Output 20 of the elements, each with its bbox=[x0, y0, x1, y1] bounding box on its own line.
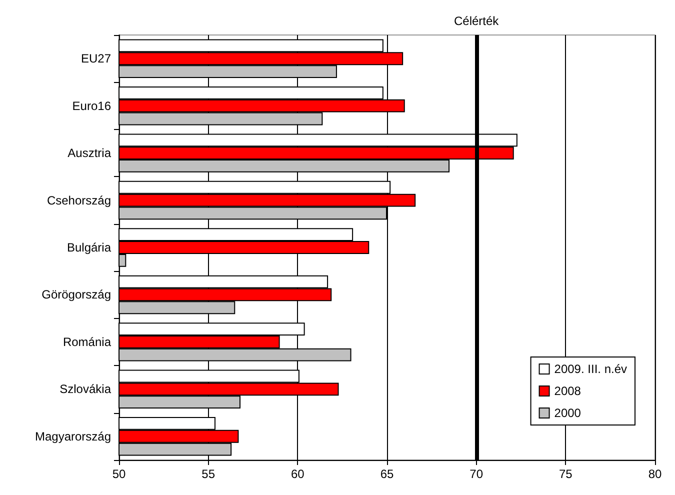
y-tick-label: Szlovákia bbox=[60, 382, 112, 396]
y-tick-label: Bulgária bbox=[66, 240, 112, 254]
x-tick-label: 75 bbox=[558, 467, 573, 481]
y-tick-label: Ausztria bbox=[68, 146, 112, 160]
legend-label: 2009. III. n.év bbox=[554, 362, 628, 376]
y-tick-label: Magyarország bbox=[34, 429, 111, 444]
x-tick-label: 55 bbox=[202, 467, 216, 481]
y-tick-label: Románia bbox=[62, 334, 112, 349]
x-tick-label: 80 bbox=[648, 467, 662, 481]
y-tick-label: Euro16 bbox=[72, 98, 112, 113]
y-tick-label: EU27 bbox=[80, 52, 112, 66]
y-tick-label: Görögország bbox=[42, 288, 111, 302]
legend-label: 2008 bbox=[554, 384, 582, 398]
x-tick-label: 60 bbox=[290, 467, 305, 481]
x-tick-label: 50 bbox=[112, 467, 126, 481]
x-tick-label: 70 bbox=[470, 467, 484, 481]
y-tick-label: Csehország bbox=[46, 193, 111, 208]
legend-label: 2000 bbox=[554, 406, 582, 420]
x-tick-label: 65 bbox=[380, 467, 394, 481]
ref-line-label: Célérték bbox=[454, 14, 500, 28]
